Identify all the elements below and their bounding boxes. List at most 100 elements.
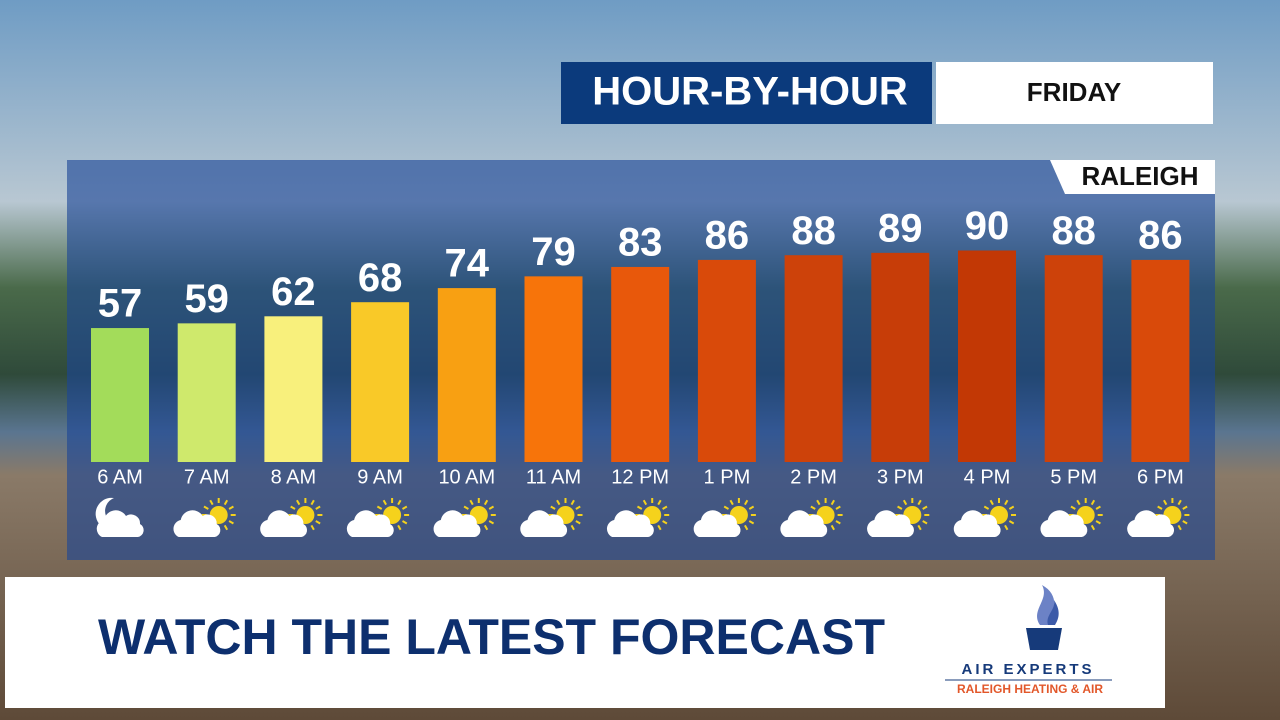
value-label: 68 [358,256,403,300]
value-label: 83 [618,221,663,265]
sun-ray [729,499,734,506]
day: FRIDAY [1027,77,1121,107]
bar [524,276,583,462]
sun-ray [744,499,749,506]
sun-ray [570,499,575,506]
sun-ray [917,499,922,506]
sun-ray [550,505,556,510]
sun-ray [315,520,321,525]
sun-ray [983,505,990,510]
x-tick-label: 10 AM [438,466,495,488]
sponsor-logo: AIR EXPERTS RALEIGH HEATING & AIR [945,585,1112,696]
sun-ray [1090,499,1096,506]
cloud [433,510,481,537]
sun-ray [1008,505,1015,510]
sun-ray [397,524,402,531]
cloud [260,510,308,537]
cloud [173,510,221,537]
sun-ray [397,499,402,506]
sun-ray [203,505,209,510]
value-label: 90 [965,204,1010,248]
sun-ray [223,499,229,506]
x-tick-label: 9 AM [357,466,403,488]
weather-icon [260,498,323,537]
bar [784,255,843,462]
sun-ray [228,505,234,510]
sponsor-tagline: RALEIGH HEATING & AIR [957,682,1103,696]
weather-icon [173,498,236,537]
cloud [780,510,828,537]
sun-ray [570,524,575,531]
sun-ray [1004,499,1009,506]
sun-ray [401,505,408,510]
sun-ray [290,505,296,510]
cloud [867,510,914,537]
sun-ray [723,505,730,510]
sun-ray [315,505,321,510]
sun-ray [830,499,835,506]
weather-icon [1040,498,1103,537]
cloud [346,510,394,537]
sun-ray [989,499,994,506]
weather-icon [953,498,1016,537]
x-tick-label: 12 PM [611,466,669,488]
location: RALEIGH [1082,161,1199,191]
weather-icon [867,498,930,537]
weather-icon [693,498,756,537]
sun-ray [1076,499,1081,506]
sun-ray [483,524,489,531]
sun-ray [296,499,301,506]
weather-icon [520,498,583,537]
bar [697,259,756,462]
value-label: 79 [531,230,576,274]
bar-chart: 57 6 AM 59 7 AM 62 8 AM 68 9 AM 74 10 AM 79 11 AM 83… [91,204,1190,537]
sun-ray [575,520,581,525]
sun-ray [662,505,668,510]
bar [611,266,670,462]
sun-ray [488,520,495,525]
bar [91,328,149,462]
cloud [520,510,568,537]
bar [437,288,496,462]
sun-ray [1177,524,1182,531]
value-label: 86 [705,213,750,257]
x-tick-label: 6 PM [1137,466,1184,488]
day-box [936,62,1213,124]
value-label: 88 [791,209,836,253]
sun-ray [228,520,234,525]
cloud [693,510,741,537]
sun-ray [1182,505,1188,510]
weather-icon [433,498,496,537]
sun-ray [657,499,662,506]
sun-ray [748,505,755,510]
sun-ray [922,520,928,525]
bar [264,316,323,462]
sun-ray [830,524,835,531]
bar [958,250,1016,462]
banner-text: WATCH THE LATEST FORECAST [98,609,885,665]
sun-ray [1095,505,1101,510]
cloud [953,510,1001,537]
sun-ray [1182,520,1188,525]
cloud [1040,510,1088,537]
banner [5,577,1165,708]
x-tick-label: 1 PM [704,466,751,488]
sun-ray [575,505,581,510]
sponsor-name: AIR EXPERTS [961,661,1094,678]
sun-ray [835,505,841,510]
sun-ray [897,505,903,510]
weather-icon [780,498,843,537]
sun-ray [1095,520,1101,525]
sun-ray [744,524,749,531]
sun-ray [1070,505,1076,510]
sun-ray [310,524,315,531]
bar [871,252,930,462]
sun-ray [1177,499,1182,506]
sun-ray [1090,524,1096,531]
sun-ray [488,505,495,510]
sun-ray [902,499,908,506]
title-box [561,62,932,124]
sun-ray [810,505,816,510]
x-tick-label: 7 AM [184,466,230,488]
sun-ray [657,524,662,531]
